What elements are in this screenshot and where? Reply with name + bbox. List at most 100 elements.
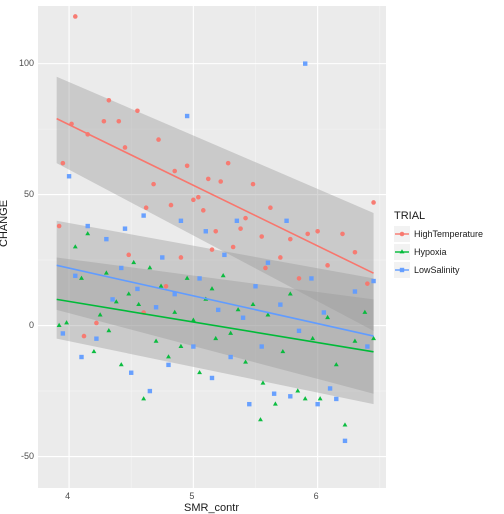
data-point xyxy=(61,161,66,166)
data-point xyxy=(82,334,87,339)
data-point xyxy=(340,232,345,237)
data-point xyxy=(197,276,201,280)
data-point xyxy=(247,402,251,406)
data-point xyxy=(104,237,108,241)
data-point xyxy=(228,355,232,359)
data-point xyxy=(196,195,201,200)
data-point xyxy=(79,355,83,359)
data-point xyxy=(119,266,123,270)
data-point xyxy=(235,219,239,223)
legend-key xyxy=(394,262,410,278)
data-point xyxy=(86,224,90,228)
legend-label: Hypoxia xyxy=(414,247,447,257)
plot-panel xyxy=(38,6,386,488)
data-point xyxy=(123,226,127,230)
data-point xyxy=(135,287,139,291)
data-point xyxy=(204,229,208,233)
data-point xyxy=(185,114,189,118)
x-tick-label: 5 xyxy=(189,491,194,501)
data-point xyxy=(67,174,71,178)
data-point xyxy=(243,216,248,221)
data-point xyxy=(315,229,320,234)
data-point xyxy=(297,276,302,281)
data-point xyxy=(144,205,149,210)
legend-label: LowSalinity xyxy=(414,265,460,275)
data-point xyxy=(129,371,133,375)
data-point xyxy=(191,198,196,203)
data-point xyxy=(206,177,211,182)
y-tick-label: 100 xyxy=(19,58,34,68)
data-point xyxy=(191,344,195,348)
y-axis-title: CHANGE xyxy=(0,200,10,247)
data-point xyxy=(238,226,243,231)
data-point xyxy=(172,169,177,174)
data-point xyxy=(166,363,170,367)
data-point xyxy=(272,391,276,395)
data-point xyxy=(297,329,301,333)
data-point xyxy=(371,200,376,205)
data-point xyxy=(169,203,174,208)
data-point xyxy=(353,289,357,293)
data-point xyxy=(278,302,282,306)
legend-title: TRIAL xyxy=(394,210,483,222)
data-point xyxy=(365,281,370,286)
legend-key xyxy=(394,226,410,242)
data-point xyxy=(259,234,264,239)
data-point xyxy=(123,145,128,150)
data-point xyxy=(94,336,98,340)
data-point xyxy=(328,386,332,390)
data-point xyxy=(343,439,347,443)
data-point xyxy=(218,179,223,184)
data-point xyxy=(135,108,140,113)
data-point xyxy=(278,255,283,260)
legend-item: HighTemperature xyxy=(394,226,483,242)
data-point xyxy=(57,224,62,229)
plot-svg xyxy=(38,6,386,488)
data-point xyxy=(179,255,184,260)
data-point xyxy=(148,389,152,393)
data-point xyxy=(309,276,313,280)
data-point xyxy=(61,331,65,335)
data-point xyxy=(325,263,330,268)
data-point xyxy=(400,249,405,253)
data-point xyxy=(185,163,190,168)
y-tick-label: 0 xyxy=(29,320,34,330)
data-point xyxy=(241,316,245,320)
data-point xyxy=(305,232,310,237)
chart-root: CHANGE SMR_contr 456 -50050100 TRIAL Hig… xyxy=(0,0,504,504)
data-point xyxy=(201,208,206,213)
data-point xyxy=(126,253,131,258)
data-point xyxy=(400,268,404,272)
data-point xyxy=(288,237,293,242)
data-point xyxy=(154,305,158,309)
data-point xyxy=(160,255,164,259)
data-point xyxy=(371,279,375,283)
legend-label: HighTemperature xyxy=(414,229,483,239)
data-point xyxy=(164,284,169,289)
data-point xyxy=(365,344,369,348)
data-point xyxy=(303,61,307,65)
data-point xyxy=(353,250,358,255)
data-point xyxy=(260,344,264,348)
data-point xyxy=(226,161,231,166)
data-point xyxy=(156,137,161,142)
data-point xyxy=(210,247,215,252)
legend-item: LowSalinity xyxy=(394,262,483,278)
data-point xyxy=(179,219,183,223)
x-tick-label: 4 xyxy=(65,491,70,501)
data-point xyxy=(263,266,268,271)
x-tick-label: 6 xyxy=(314,491,319,501)
data-point xyxy=(266,261,270,265)
data-point xyxy=(284,219,288,223)
data-point xyxy=(315,402,319,406)
data-point xyxy=(322,310,326,314)
data-point xyxy=(222,253,226,257)
data-point xyxy=(116,119,121,124)
data-point xyxy=(253,284,257,288)
data-point xyxy=(73,274,77,278)
data-point xyxy=(251,182,256,187)
data-point xyxy=(141,213,145,217)
data-point xyxy=(213,229,218,234)
data-point xyxy=(110,297,114,301)
data-point xyxy=(107,98,112,103)
